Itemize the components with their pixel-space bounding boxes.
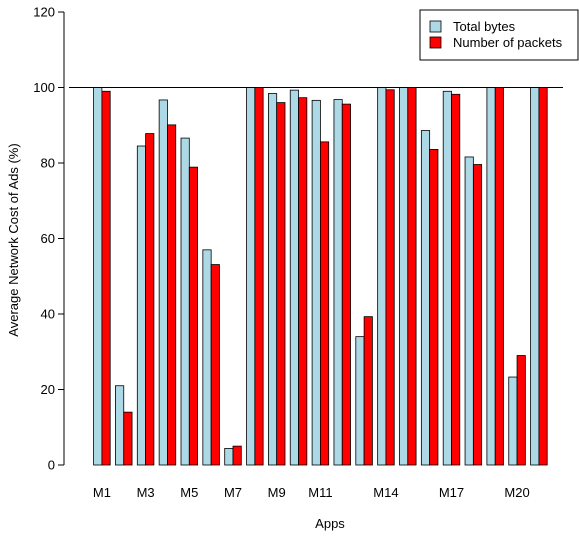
bar-m3-number-of-packets — [145, 133, 155, 466]
bar-m10-total-bytes — [289, 89, 299, 466]
x-axis: M1 M3 M5 M7 M9 M11 M14 M17 M20 — [93, 485, 530, 500]
legend-swatch — [429, 36, 442, 49]
bar-m16-total-bytes — [420, 130, 431, 466]
y-tick-label: 120 — [33, 5, 55, 20]
bar-m18-total-bytes — [464, 156, 474, 466]
y-tick-label: 20 — [41, 382, 55, 397]
bar-m17-number-of-packets — [451, 93, 461, 466]
y-tick-label: 40 — [41, 307, 55, 322]
bar-m15-total-bytes — [399, 87, 409, 466]
y-tick-label: 100 — [33, 80, 55, 95]
bar-m2-total-bytes — [115, 385, 125, 466]
legend-swatch — [429, 20, 442, 33]
bar-m14-total-bytes — [377, 87, 387, 466]
bars-layer — [93, 87, 548, 466]
bar-m9-total-bytes — [267, 93, 278, 466]
bar-m4-total-bytes — [158, 99, 168, 466]
bar-m6-number-of-packets — [210, 264, 220, 466]
bar-m6-total-bytes — [202, 249, 212, 466]
bar-m10-number-of-packets — [298, 97, 308, 466]
bar-m5-total-bytes — [180, 137, 190, 466]
bar-m2-number-of-packets — [123, 411, 133, 466]
x-tick-label: M9 — [268, 485, 286, 500]
bar-m19-number-of-packets — [494, 87, 504, 466]
y-tick-label: 0 — [48, 458, 55, 473]
bar-m14-number-of-packets — [385, 89, 395, 466]
bar-m16-number-of-packets — [429, 149, 439, 466]
y-tick-label: 80 — [41, 156, 55, 171]
legend-label: Total bytes — [453, 19, 516, 34]
x-tick-label: M17 — [439, 485, 464, 500]
x-tick-label: M14 — [373, 485, 398, 500]
y-axis-label: Average Network Cost of Ads (%) — [6, 143, 21, 336]
bar-m11-number-of-packets — [319, 141, 330, 466]
x-tick-label: M11 — [308, 485, 332, 500]
bar-m19-total-bytes — [486, 87, 496, 466]
x-tick-label: M1 — [93, 485, 111, 500]
legend-label: Number of packets — [453, 35, 563, 50]
bar-m9-number-of-packets — [276, 102, 286, 466]
bar-m8-number-of-packets — [254, 87, 264, 466]
x-tick-label: M20 — [504, 485, 529, 500]
legend-box — [419, 9, 579, 61]
bar-m18-number-of-packets — [472, 164, 483, 466]
x-axis-label: Apps — [315, 516, 345, 531]
bar-m20-number-of-packets — [516, 355, 526, 466]
y-tick-label: 60 — [41, 231, 55, 246]
bar-m3-total-bytes — [136, 145, 147, 466]
x-tick-label: M7 — [224, 485, 242, 500]
bar-m1-number-of-packets — [101, 90, 111, 466]
bar-m12-number-of-packets — [341, 103, 351, 466]
bar-m7-number-of-packets — [232, 445, 242, 466]
bar-m1-total-bytes — [93, 87, 103, 466]
bar-m17-total-bytes — [442, 90, 452, 466]
bar-m12-total-bytes — [333, 99, 343, 466]
bar-m15-number-of-packets — [407, 87, 417, 466]
bar-m13-number-of-packets — [363, 316, 373, 466]
bar-m5-number-of-packets — [188, 166, 199, 466]
bar-m11-total-bytes — [311, 99, 321, 466]
bar-m13-total-bytes — [355, 336, 365, 466]
x-tick-label: M3 — [137, 485, 155, 500]
x-tick-label: M5 — [180, 485, 198, 500]
y-axis: 0 20 40 60 80 100 120 — [33, 5, 65, 473]
bar-m20-total-bytes — [508, 376, 518, 466]
bar-m21-number-of-packets — [538, 87, 548, 466]
bar-m8-total-bytes — [246, 87, 256, 466]
bar-m4-number-of-packets — [167, 124, 177, 466]
bar-m7-total-bytes — [224, 447, 234, 466]
bar-m21-total-bytes — [530, 87, 540, 466]
